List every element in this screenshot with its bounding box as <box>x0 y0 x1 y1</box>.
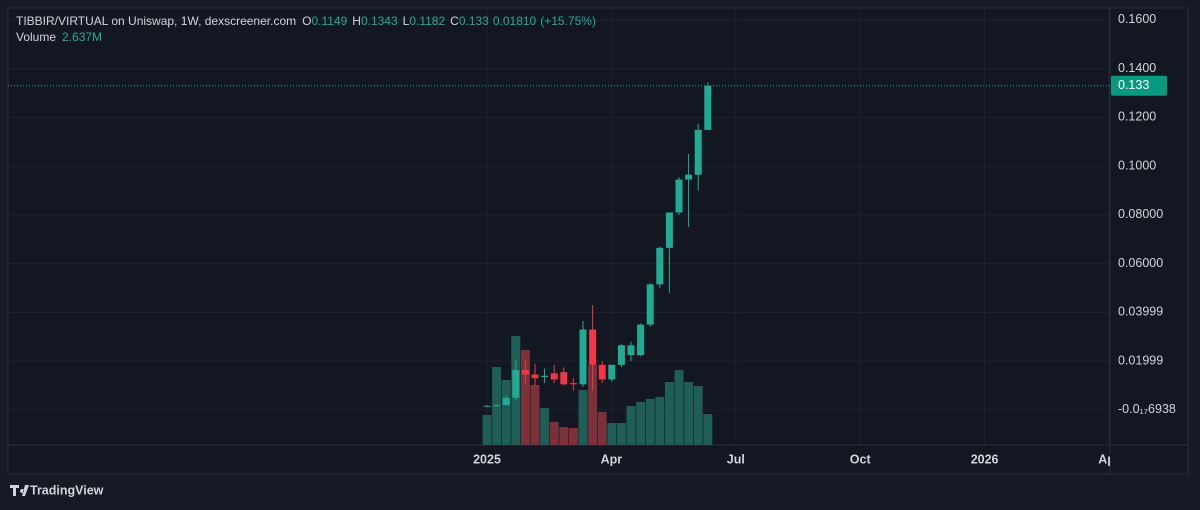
candle-body <box>646 284 654 325</box>
candle-body <box>502 397 510 406</box>
last-price-box <box>1111 75 1167 96</box>
volume-bar <box>655 397 665 445</box>
volume-bar <box>684 381 694 445</box>
x-tick-label: 2026 <box>971 452 999 466</box>
x-tick-label: 2025 <box>473 452 501 466</box>
brand-name: TradingView <box>30 483 104 497</box>
candle-body <box>493 405 501 407</box>
legend-value: 0.1343 <box>361 14 398 28</box>
candle-body <box>569 383 577 385</box>
legend-line: TIBBIR/VIRTUAL on Uniswap, 1W, dexscreen… <box>16 14 596 28</box>
volume-bar <box>530 385 540 445</box>
candle-body <box>550 373 558 380</box>
legend-letter: H <box>352 14 361 28</box>
volume-value: 2.637M <box>62 30 102 44</box>
candle-body <box>665 212 673 248</box>
time-axis: 2025 Apr Jul Oct 2026 Apr <box>473 452 1120 466</box>
volume-bar <box>568 427 578 445</box>
volume-bar <box>616 423 626 445</box>
y-tick-label: 0.06000 <box>1118 256 1163 270</box>
candle-body <box>608 364 616 380</box>
candle-body <box>521 369 529 375</box>
volume-bar <box>559 427 569 445</box>
y-tick-label: 0.01999 <box>1118 353 1163 367</box>
chart-pane <box>7 7 1189 475</box>
volume-bar <box>636 401 646 445</box>
volume-bar <box>520 349 530 445</box>
x-tick-label: Oct <box>850 452 872 466</box>
candle-body <box>560 372 568 385</box>
y-tick-label: -0.0₁₇6938 <box>1118 402 1176 416</box>
candle-body <box>656 247 664 285</box>
candle-body <box>541 375 549 378</box>
legend-value: 0.1149 <box>311 14 347 28</box>
legend-change: 0.01810 <box>493 14 537 28</box>
legend-letter: O <box>302 14 311 28</box>
volume-bar <box>540 407 550 445</box>
volume-bar <box>703 413 713 445</box>
price-axis: -0.0₁₇6938 0.01999 0.03999 0.06000 0.08000 0.… <box>1111 12 1176 416</box>
volume-bar <box>501 379 511 445</box>
y-tick-label: 0.1600 <box>1118 12 1156 26</box>
candle-body <box>694 129 702 175</box>
x-tick-label: Apr <box>601 452 623 466</box>
y-tick-label: 0.1000 <box>1118 158 1156 172</box>
candle-body <box>704 85 712 130</box>
x-tick-label: Jul <box>727 452 745 466</box>
candle-body <box>531 374 539 379</box>
candle-body <box>627 345 635 356</box>
candle-body <box>483 405 491 407</box>
volume-bar <box>664 381 674 445</box>
candle-body <box>675 179 683 213</box>
candle-body <box>685 174 693 180</box>
last-price-label: 0.133 <box>1118 78 1149 92</box>
candle-body <box>598 364 606 380</box>
legend-value: 0.133 <box>459 14 489 28</box>
legend-letter: L <box>403 14 410 28</box>
legend-change-pct: (+15.75%) <box>540 14 596 28</box>
y-tick-label: 0.1400 <box>1118 61 1156 75</box>
volume-bar <box>693 385 703 445</box>
y-tick-label: 0.08000 <box>1118 207 1163 221</box>
legend-value: 0.1182 <box>409 14 445 28</box>
volume-legend: Volume 2.637M <box>16 30 102 44</box>
volume-bar <box>578 389 588 445</box>
brand-logo <box>10 485 29 496</box>
candles <box>8 82 1110 407</box>
legend-letter: C <box>450 14 459 28</box>
candle-body <box>512 369 520 398</box>
volume-bar <box>549 421 559 445</box>
candle-body <box>637 324 645 356</box>
y-tick-label: 0.03999 <box>1118 305 1163 319</box>
legend-title: TIBBIR/VIRTUAL on Uniswap, 1W, dexscreen… <box>16 14 296 28</box>
candle-body <box>617 345 625 365</box>
y-tick-label: 0.1200 <box>1118 110 1156 124</box>
volume-name: Volume <box>16 30 56 44</box>
volume-bar <box>674 369 684 445</box>
candle-body <box>579 329 587 385</box>
volume-bar <box>597 411 607 445</box>
volume-bar <box>626 405 636 445</box>
volume-bar <box>607 423 617 445</box>
volume-bar <box>645 399 655 445</box>
candle-body <box>589 329 597 365</box>
volume-bar <box>482 415 492 445</box>
volume-bar <box>588 365 598 445</box>
x-tick-label: Apr <box>1098 452 1120 466</box>
